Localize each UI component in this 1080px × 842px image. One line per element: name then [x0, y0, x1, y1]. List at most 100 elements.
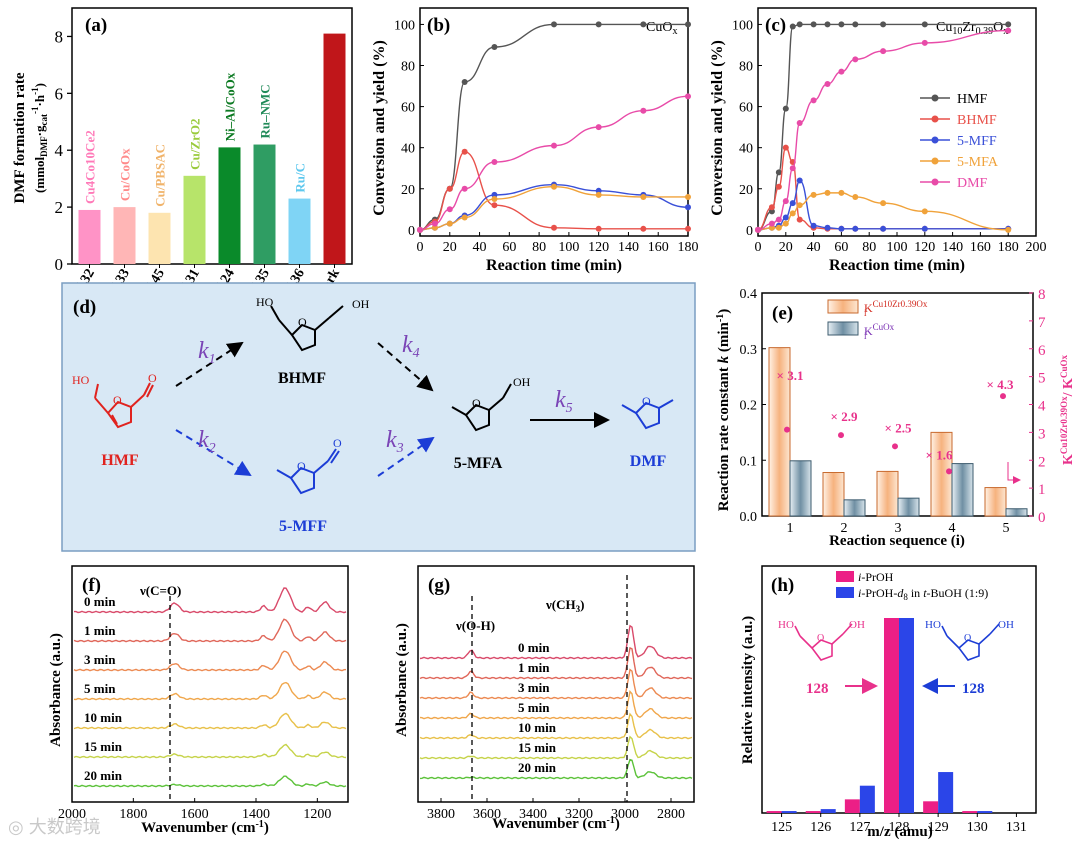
hmf-ho-label: HO [72, 373, 90, 387]
panel-a-bar-chart: (a) Cu4Co10Ce2 Cu/CoOx Cu/PBSAC Cu/ZrO2 Ni–A… [12, 7, 353, 327]
bPlot-point-5-MFF [491, 191, 498, 198]
cPlot-point-5-MFF [796, 177, 803, 184]
panel-c-line-chart: (c) Cu10Zr0.39Ox 02040608010002040608010… [709, 7, 1047, 274]
h-bhmf-left-structure [794, 623, 853, 661]
panel-e-ylabel: Reaction rate constant k (min-1) [715, 309, 732, 511]
e-ratio-label: × 1.6 [926, 447, 953, 462]
gPlot-trace [419, 646, 693, 680]
legend-e-cuox: KCuOx i [864, 322, 895, 341]
e-bar-cuox [897, 497, 920, 517]
e-ratio-label: × 2.5 [885, 420, 912, 435]
fPlot-xtick-label: 1200 [303, 807, 331, 822]
k5-label: k5 [555, 387, 573, 416]
h-bhmf-right-structure [941, 623, 1000, 661]
h-bar-iproh [766, 811, 782, 813]
cPlot-point-HMF [775, 169, 782, 176]
bhmf-o-label: O [298, 315, 307, 329]
panel-e-xlabel: Reaction sequence (i) [829, 533, 965, 549]
gPlot-xtick-label: 3400 [519, 807, 547, 822]
h-right-o: O [964, 633, 971, 644]
fPlot-xtick-label: 1600 [181, 807, 209, 822]
dmf-structure [621, 399, 674, 430]
cPlot-xtick-label: 160 [970, 240, 991, 255]
mfa-structure [451, 383, 512, 432]
e-y2tick-label: 6 [1038, 343, 1046, 359]
bPlot-point-DMF [417, 226, 423, 233]
e-y2tick-label: 5 [1038, 371, 1046, 387]
a-bar [113, 207, 136, 264]
a-bar [183, 175, 206, 264]
panel-a-frame [71, 7, 353, 265]
cPlot-point-HMF [921, 21, 928, 28]
bPlot-xtick-label: 40 [473, 240, 487, 255]
gPlot-trace [419, 712, 693, 740]
cPlot-point-DMF [838, 68, 845, 75]
cPlot-point-DMF [880, 48, 887, 55]
e-ratio-label: × 3.1 [777, 368, 804, 383]
cPlot-ytick-label: 0 [746, 224, 753, 239]
cPlot-ytick-label: 100 [732, 18, 753, 33]
bPlot-point-DMF [685, 93, 691, 100]
panel-g-frame [417, 565, 695, 803]
c-legend-marker [931, 178, 939, 186]
fPlot-trace [73, 712, 347, 730]
cPlot-point-5-MFA [880, 200, 887, 207]
cPlot-point-DMF [782, 198, 789, 205]
gPlot-trace-label: 1 min [518, 660, 550, 675]
a-catalyst-label: Ru/C [293, 163, 308, 193]
a-catalyst-label: Cu/PBSAC [153, 144, 168, 207]
dmf-o-label: O [642, 394, 651, 408]
a-catalyst-label: Ru–NMC [258, 84, 273, 138]
cPlot-xtick-label: 60 [834, 240, 848, 255]
e-bar-cuzr [768, 347, 791, 517]
panel-g-ylabel: Absorbance (a.u.) [394, 623, 410, 737]
a-catalyst-label: Cu4Co10Ce2 [83, 130, 98, 204]
bPlot-xtick-label: 160 [648, 240, 669, 255]
bPlot-point-5-MFA [491, 196, 498, 203]
cPlot-point-HMF [789, 23, 796, 30]
cPlot-point-HMF [852, 21, 859, 28]
e-ytick-label: 0.1 [740, 454, 758, 469]
panel-c-ylabel: Conversion and yield (%) [709, 40, 726, 216]
panel-a-ylabel: DMF formation rate [12, 72, 28, 203]
cPlot-point-BHMF [782, 144, 789, 151]
bPlot-point-5-MFA [551, 183, 557, 190]
cPlot-point-5-MFA [768, 224, 775, 231]
mff-aldehyde-o: O [333, 436, 342, 450]
e-y2tick-label: 2 [1038, 454, 1046, 470]
bPlot-xtick-label: 20 [443, 240, 457, 255]
cPlot-point-DMF [1005, 27, 1012, 34]
fPlot-trace-label: 3 min [84, 652, 116, 667]
bPlot-point-BHMF [491, 202, 498, 209]
gPlot-trace-label: 3 min [518, 680, 550, 695]
c-legend-marker [931, 136, 939, 144]
h-bar-d8 [899, 618, 914, 813]
h-left-oh: OH [849, 619, 865, 631]
fPlot-trace-label: 15 min [84, 739, 123, 754]
legend-e-swatch-cuox [827, 321, 859, 336]
h-bar-d8 [781, 811, 797, 813]
h-xtick-label: 126 [810, 820, 831, 835]
fPlot-trace-label: 10 min [84, 710, 123, 725]
e-bar-cuox [951, 463, 974, 517]
bPlot-point-BHMF [551, 224, 557, 231]
a-catalyst-label: Ni–Al/CoOx [223, 72, 238, 141]
bPlot-xtick-label: 120 [588, 240, 609, 255]
a-bar [288, 198, 311, 264]
cPlot-point-HMF [796, 21, 803, 28]
a-bar [78, 209, 101, 264]
bPlot-point-5-MFA [446, 220, 453, 227]
bPlot-point-DMF [551, 142, 557, 149]
cPlot-xtick-label: 40 [807, 240, 821, 255]
h-bar-d8 [938, 772, 954, 813]
c-legend-label: HMF [957, 92, 988, 107]
h-xtick-label: 127 [849, 820, 870, 835]
fPlot-trace [73, 650, 347, 672]
c-legend-label: 5-MFF [957, 134, 997, 149]
bPlot-ytick-label: 80 [401, 60, 415, 75]
e-xtick-label: 4 [949, 521, 956, 536]
a-ytick-label: 2 [55, 198, 64, 217]
cPlot-point-5-MFA [775, 224, 782, 231]
bPlot-point-5-MFA [640, 193, 647, 200]
h-right-oh: OH [998, 619, 1014, 631]
